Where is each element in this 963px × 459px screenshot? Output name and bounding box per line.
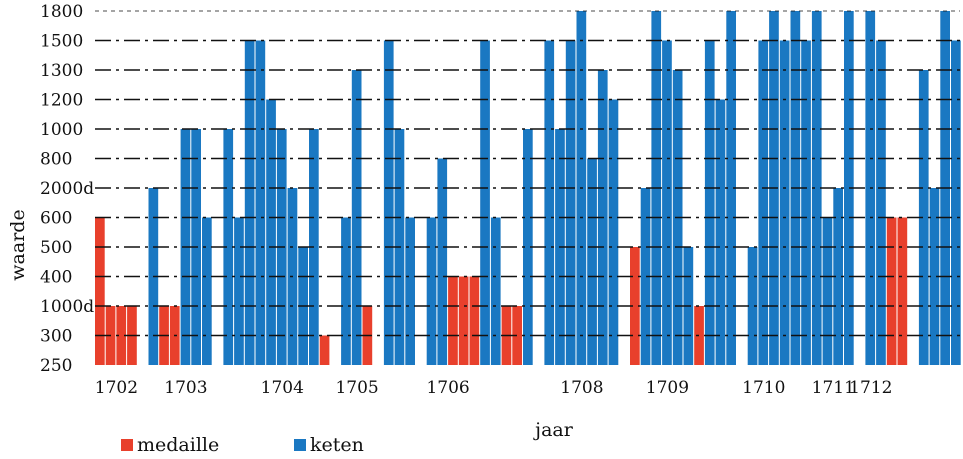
y-tick-labels: 250 300 1000d 400 500 600 2000d 800 1000 1200 1300… <box>40 2 94 376</box>
legend-label-medaille: medaille <box>137 434 219 456</box>
x-tick-label: 1709 <box>646 378 689 398</box>
x-tick-label: 1708 <box>560 378 603 398</box>
bar-keten-31 <box>480 40 490 365</box>
bar-keten-40 <box>587 158 597 365</box>
bar-keten-13 <box>255 40 266 365</box>
bar-keten-10 <box>223 129 234 365</box>
bar-medaille-0 <box>95 217 105 365</box>
bar-keten-36 <box>544 40 555 365</box>
bar-keten-26 <box>426 217 437 365</box>
x-tick-label: 1702 <box>95 378 138 398</box>
y-tick-label: 2000d <box>40 179 94 199</box>
bar-keten-61 <box>833 188 843 365</box>
bar-medaille-43 <box>630 247 640 365</box>
bar-keten-32 <box>490 217 501 365</box>
y-axis-title: waarde <box>7 209 29 280</box>
bar-keten-70 <box>951 40 961 365</box>
bar-keten-12 <box>244 40 255 365</box>
y-tick-label: 1300 <box>40 61 83 81</box>
bar-keten-46 <box>662 40 672 365</box>
bar-keten-11 <box>234 217 244 365</box>
x-tick-label: 1706 <box>426 378 469 398</box>
gridlines <box>95 10 960 337</box>
bar-keten-54 <box>758 40 769 365</box>
bar-medaille-28 <box>448 276 458 365</box>
x-tick-label: 1711 <box>812 378 855 398</box>
bar-keten-56 <box>779 40 790 365</box>
legend-swatch-medaille <box>121 439 133 451</box>
x-tick-label: 1710 <box>742 378 785 398</box>
x-tick-label: 1704 <box>261 378 304 398</box>
bar-keten-58 <box>801 40 811 365</box>
bar-medaille-29 <box>458 276 469 365</box>
y-tick-label: 250 <box>40 356 72 376</box>
bar-keten-35 <box>523 129 533 365</box>
bar-keten-52 <box>726 11 736 365</box>
bar-medaille-49 <box>694 306 704 365</box>
legend-label-keten: keten <box>310 434 364 456</box>
bar-keten-20 <box>341 217 351 365</box>
bar-medaille-30 <box>469 276 480 365</box>
bar-keten-50 <box>704 40 715 365</box>
x-tick-label: 1712 <box>849 378 892 398</box>
bar-medaille-66 <box>897 217 908 365</box>
bar-keten-27 <box>437 158 448 365</box>
legend: medaille keten <box>121 434 364 456</box>
y-tick-label: 600 <box>40 209 72 229</box>
y-tick-label: 800 <box>40 150 72 170</box>
y-tick-label: 400 <box>40 268 72 288</box>
x-tick-label: 1705 <box>335 378 378 398</box>
y-tick-label: 500 <box>40 238 72 258</box>
y-tick-label: 1500 <box>40 32 83 52</box>
bar-keten-53 <box>747 247 758 365</box>
y-tick-label: 1800 <box>40 2 83 22</box>
bar-keten-67 <box>918 70 929 365</box>
bar-keten-62 <box>844 11 854 365</box>
bar-keten-38 <box>565 40 576 365</box>
bar-keten-42 <box>608 99 619 365</box>
x-axis-title: jaar <box>533 419 574 441</box>
bar-keten-25 <box>405 217 415 365</box>
y-tick-label: 1200 <box>40 91 83 111</box>
bar-keten-60 <box>822 217 833 365</box>
bar-keten-9 <box>202 217 212 365</box>
bar-keten-68 <box>929 188 940 365</box>
bar-keten-23 <box>383 40 394 365</box>
bar-medaille-19 <box>319 335 330 365</box>
bar-keten-14 <box>266 99 276 365</box>
bar-keten-64 <box>876 40 886 365</box>
x-tick-label: 1703 <box>164 378 207 398</box>
bar-medaille-2 <box>116 306 127 365</box>
bar-keten-44 <box>640 188 651 365</box>
bar-keten-51 <box>715 99 726 365</box>
bar-keten-59 <box>811 11 822 365</box>
y-tick-label: 300 <box>40 327 72 347</box>
y-tick-label: 1000 <box>40 120 83 140</box>
bar-medaille-34 <box>512 306 522 365</box>
bar-medaille-65 <box>886 217 897 365</box>
y-tick-label: 1000d <box>40 297 94 317</box>
legend-swatch-keten <box>294 439 306 451</box>
